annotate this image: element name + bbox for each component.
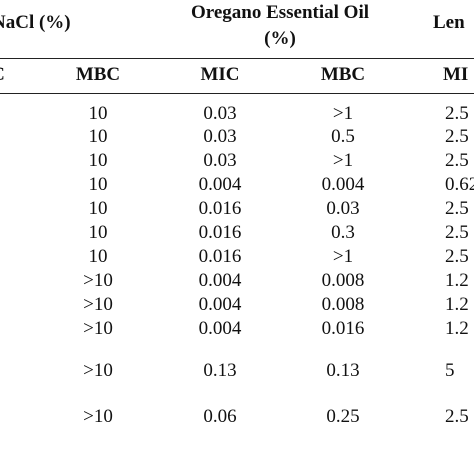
column-header: MI — [443, 64, 469, 85]
table-cell: 2.5 — [445, 103, 469, 124]
table-cell: 0.016 — [198, 198, 242, 219]
table-cell: 10 — [88, 222, 108, 243]
table-cell: 2.5 — [445, 406, 469, 427]
table-cell: 0.13 — [203, 360, 237, 381]
table-cell: 2.5 — [445, 246, 469, 267]
column-header: C — [0, 64, 58, 86]
table-cell: 10 — [88, 150, 108, 171]
table-cell: 0.008 — [321, 294, 365, 315]
header-rule — [0, 93, 474, 94]
table-cell: 0.004 — [198, 174, 242, 195]
table-cell: >10 — [83, 318, 113, 339]
table-cell: 10 — [88, 126, 108, 147]
table-cell: 0.004 — [198, 294, 242, 315]
table-cell: 0.03 — [203, 150, 237, 171]
table-cell: 0.008 — [321, 270, 365, 291]
table-cell: 2.5 — [445, 198, 469, 219]
table-cell: >10 — [83, 294, 113, 315]
column-header: MIC — [200, 64, 240, 85]
table-cell: >10 — [83, 406, 113, 427]
table-cell: 10 — [88, 174, 108, 195]
table-cell: >10 — [83, 360, 113, 381]
table-cell: 0.03 — [326, 198, 360, 219]
table-cell: 0.25 — [326, 406, 360, 427]
table-cell: 0.03 — [203, 126, 237, 147]
table-cell: 1.2 — [445, 318, 469, 339]
table-cell: 0.3 — [331, 222, 355, 243]
column-header: MBC — [75, 64, 121, 85]
table-cell: 2.5 — [445, 150, 469, 171]
table-cell: 0.13 — [326, 360, 360, 381]
table-cell: 0.016 — [198, 222, 242, 243]
table-cell: 0.06 — [203, 406, 237, 427]
table-cell: 0.016 — [198, 246, 242, 267]
table-cell: 0.004 — [321, 174, 365, 195]
table-cell: 10 — [88, 246, 108, 267]
table-cell: 5 — [445, 360, 455, 381]
table-cell: 0.5 — [331, 126, 355, 147]
table-cell: 10 — [88, 103, 108, 124]
table-cell: 1.2 — [445, 270, 469, 291]
column-header: MBC — [320, 64, 366, 85]
table-cell: 0.62 — [445, 174, 474, 195]
table-cell: 1.2 — [445, 294, 469, 315]
group-rule — [0, 58, 474, 59]
table-cell: 0.03 — [203, 103, 237, 124]
table-cell: 0.004 — [198, 318, 242, 339]
table-cell: 2.5 — [445, 126, 469, 147]
table-cell: >1 — [332, 246, 354, 267]
table-cell: >10 — [83, 270, 113, 291]
group-header: Oregano Essential Oil (%) — [190, 2, 370, 49]
group-header: Len — [433, 12, 465, 33]
table-cell: >1 — [332, 103, 354, 124]
table-cell: >1 — [332, 150, 354, 171]
table-cell: 2.5 — [445, 222, 469, 243]
group-header: NaCl (%) — [0, 12, 71, 33]
table-cell: 0.016 — [321, 318, 365, 339]
table-cell: 10 — [88, 198, 108, 219]
table-cell: 0.004 — [198, 270, 242, 291]
